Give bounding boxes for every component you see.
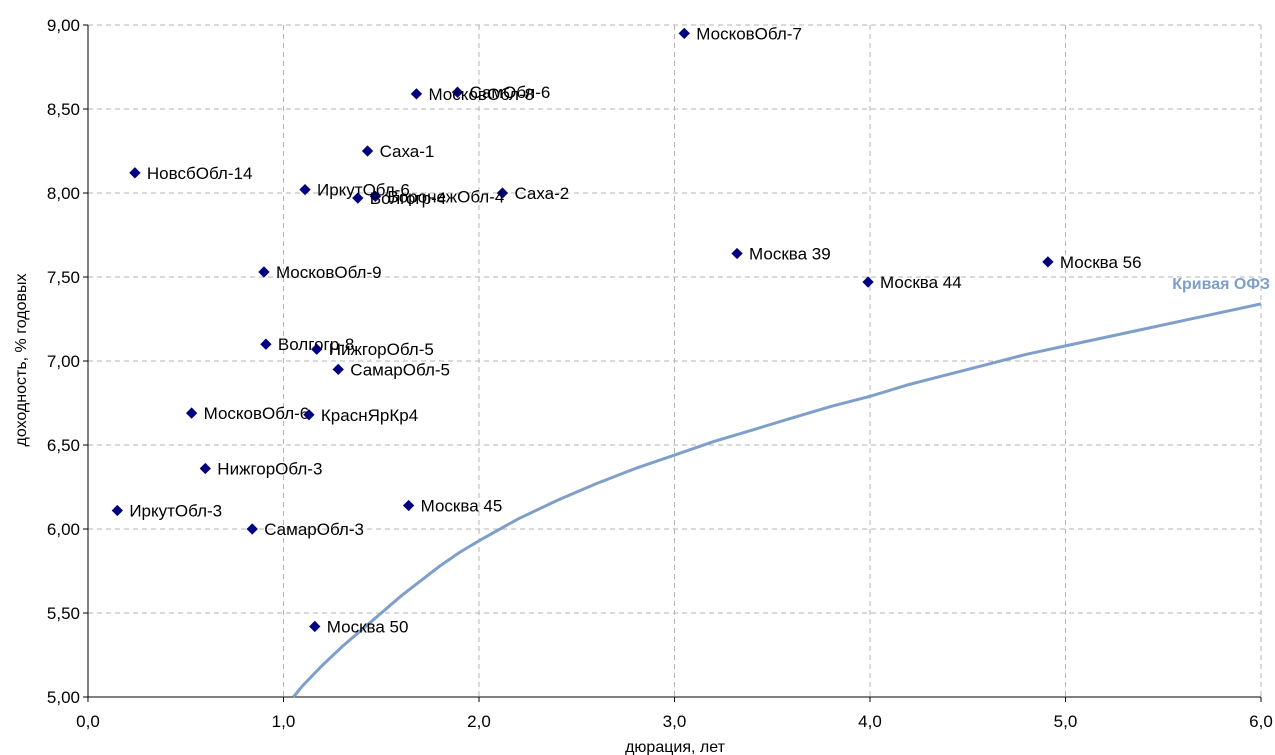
- data-point: [129, 167, 141, 179]
- data-point-label: ИркутОбл-3: [129, 502, 222, 521]
- data-point: [862, 276, 874, 288]
- data-point-label: Волгогр-4: [370, 189, 446, 208]
- data-point-label: Саха-1: [380, 142, 435, 161]
- y-tick-label: 6,00: [47, 520, 80, 539]
- x-tick-label: 0,0: [76, 712, 100, 731]
- data-point-label: Москва 45: [421, 496, 503, 515]
- data-point: [731, 247, 743, 260]
- data-point: [303, 409, 315, 421]
- data-point-label: Москва 44: [880, 273, 962, 292]
- y-tick-label: 8,00: [47, 184, 80, 203]
- ofz-curve-line: [292, 302, 1262, 698]
- x-tick-labels: 0,0 1,0 2,0 3,0 4,0 5,0 6,0: [76, 712, 1273, 731]
- data-point: [299, 183, 311, 196]
- ofz-curve-label: Кривая ОФЗ: [1172, 276, 1270, 293]
- data-point: [332, 363, 344, 376]
- data-point: [369, 190, 382, 203]
- data-point-label: ИркутОбл-6: [317, 181, 410, 200]
- x-tick-label: 4,0: [858, 712, 882, 731]
- x-tick-label: 3,0: [663, 712, 687, 731]
- data-point-label: МосковОбл-8: [428, 85, 534, 104]
- data-point: [260, 338, 272, 350]
- data-point: [402, 499, 415, 512]
- y-tick-label: 7,00: [47, 352, 80, 371]
- x-axis-title: дюрация, лет: [625, 739, 725, 755]
- ofz-curve: [292, 302, 1262, 698]
- x-tick-label: 5,0: [1054, 712, 1078, 731]
- data-point: [185, 407, 198, 419]
- data-point-label: Саха-2: [514, 184, 569, 203]
- data-point: [199, 462, 211, 475]
- data-point: [678, 27, 690, 40]
- y-tick-label: 9,00: [47, 16, 80, 35]
- data-point: [352, 192, 364, 204]
- data-point: [309, 620, 321, 633]
- data-point-label: КраснЯрКр4: [321, 406, 418, 425]
- y-axis-title: доходность, % годовых: [13, 274, 30, 447]
- x-tick-label: 6,0: [1249, 712, 1273, 731]
- y-tick-label: 8,50: [47, 100, 80, 119]
- data-point-label: МосковОбл-6: [204, 404, 310, 423]
- y-tick-label: 7,50: [47, 268, 80, 287]
- data-point-label: МосковОбл-7: [696, 24, 802, 43]
- grid-lines: [88, 24, 1262, 697]
- y-tick-label: 5,00: [47, 688, 80, 707]
- data-point: [410, 88, 423, 100]
- data-point-label: СамОбл-6: [469, 83, 550, 102]
- data-point: [361, 145, 374, 157]
- y-tick-label: 5,50: [47, 604, 80, 623]
- x-tick-label: 1,0: [272, 712, 296, 731]
- x-tick-label: 2,0: [467, 712, 491, 731]
- axes: [83, 24, 1262, 702]
- data-point-label: Москва 39: [749, 244, 831, 263]
- data-point-label: СамарОбл-3: [264, 520, 364, 539]
- data-point-label: НовсбОбл-14: [147, 164, 253, 183]
- data-point-label: СамарОбл-5: [350, 360, 450, 379]
- y-tick-labels: 5,00 5,50 6,00 6,50 7,00 7,50 8,00 8,50 9,00: [47, 16, 80, 707]
- data-point: [311, 343, 323, 355]
- data-point: [496, 187, 509, 199]
- y-tick-label: 6,50: [47, 436, 80, 455]
- data-point-label: МосковОбл-9: [276, 263, 382, 282]
- data-point: [258, 266, 270, 278]
- data-point: [1042, 256, 1054, 268]
- data-point-label: Москва 56: [1060, 253, 1142, 272]
- data-point-label: НижгорОбл-5: [329, 340, 434, 359]
- data-point-label: ВоронежОбл-4: [387, 187, 504, 206]
- data-point: [111, 504, 123, 517]
- data-point-label: НижгорОбл-3: [217, 460, 322, 479]
- data-point: [246, 523, 258, 535]
- data-point-label: Москва 50: [327, 617, 409, 636]
